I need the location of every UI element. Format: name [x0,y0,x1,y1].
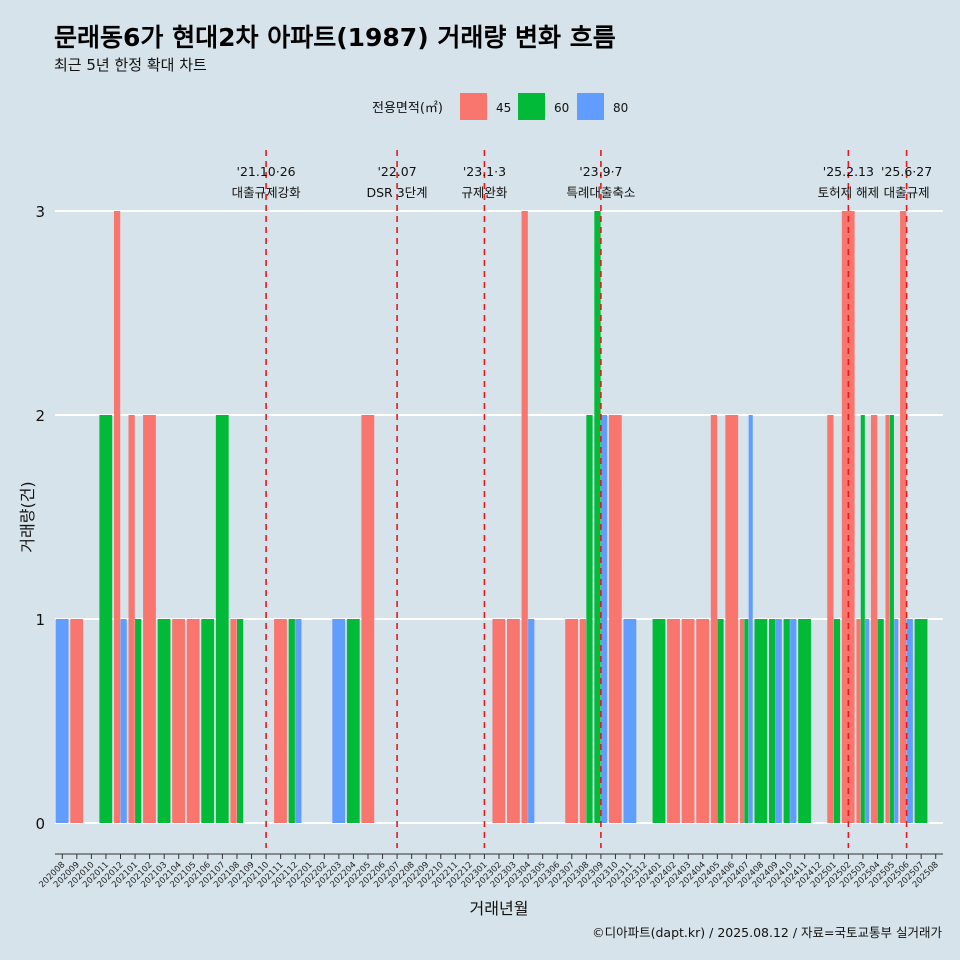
bar-202008-80 [55,619,69,823]
bar-202507-60 [914,619,928,823]
event-date-label-3: '23.1·3 [463,164,506,179]
bar-202111-45 [274,619,287,823]
event-name-label-3: 규제완화 [461,185,508,200]
bar-202309-80 [600,415,608,823]
bar-202407-80 [748,415,753,823]
bar-202112-60 [288,619,295,823]
bar-202503-60 [860,415,865,823]
bar-202105-45 [186,619,200,823]
bar-202311-80 [623,619,637,823]
bar-202101-60 [135,619,142,823]
bar-202501-60 [833,619,841,823]
y-axis-title: 거래량(건) [18,481,37,552]
bar-202101-45 [128,415,135,823]
bar-202505-60 [889,415,894,823]
legend-swatch-80 [577,93,604,120]
bar-202012-45 [113,211,121,823]
event-date-label-4: '23.9·7 [579,164,622,179]
bar-202407-45 [739,619,744,823]
bar-202401-60 [652,619,666,823]
bar-202205-45 [361,415,375,823]
bar-202104-45 [172,619,185,823]
y-tick-label-1: 1 [35,611,45,629]
bar-202308-45 [579,619,587,823]
bar-202203-80 [332,619,346,823]
event-date-label-6: '25.6·27 [881,164,932,179]
event-name-label-5: 토허제 해제 [818,185,879,200]
legend-label-80: 80 [613,101,628,115]
event-name-label-4: 특례대출축소 [566,185,635,200]
bar-202506-45 [900,211,907,823]
x-axis-title: 거래년월 [470,899,529,918]
bar-202307-45 [565,619,579,823]
y-tick-label-2: 2 [35,407,45,425]
bar-202011-60 [99,415,113,823]
bar-202102-45 [143,415,156,823]
bar-202411-60 [798,619,811,823]
bar-202408-60 [754,619,768,823]
bar-202204-60 [346,619,360,823]
bar-202310-45 [608,415,622,823]
bar-202304-45 [521,211,528,823]
bar-202403-45 [681,619,695,823]
bar-202112-80 [295,619,302,823]
bar-202506-80 [906,619,913,823]
event-name-label-6: 대출규제 [884,185,930,200]
bar-202409-80 [775,619,782,823]
bar-202012-80 [120,619,127,823]
bar-202503-45 [856,619,861,823]
legend-label-45: 45 [496,101,511,115]
bar-202503-80 [865,619,870,823]
event-date-label-5: '25.2.13 [823,164,874,179]
bar-202308-60 [586,415,593,823]
bar-202410-80 [790,619,797,823]
bar-202501-45 [827,415,834,823]
bar-202410-60 [783,619,790,823]
bar-202107-60 [215,415,229,823]
bar-202405-45 [710,415,718,823]
event-date-label-1: '21.10·26 [237,164,296,179]
bar-202108-45 [230,619,237,823]
legend-swatch-60 [518,93,545,120]
bar-202409-60 [769,619,776,823]
event-name-label-1: 대출규제강화 [232,185,302,200]
bar-202504-60 [877,619,884,823]
bar-202504-45 [870,415,878,823]
bar-202103-60 [157,619,171,823]
bar-202309-60 [594,211,601,823]
event-name-label-2: DSR 3단계 [367,185,428,200]
legend-swatch-45 [460,93,487,120]
page-subtitle: 최근 5년 한정 확대 차트 [54,56,207,74]
bar-202304-80 [528,619,535,823]
bar-202407-60 [744,619,749,823]
bar-202302-45 [492,619,506,823]
y-tick-label-3: 3 [35,203,45,221]
bar-202009-45 [70,619,84,823]
bar-202303-45 [507,619,520,823]
bar-202404-45 [696,619,710,823]
legend-title: 전용면적(㎡) [372,101,443,116]
event-date-label-2: '22.07 [377,164,416,179]
source-caption: ©디아파트(dapt.kr) / 2025.08.12 / 자료=국토교통부 실… [592,925,942,940]
bar-202505-80 [894,619,899,823]
bar-202106-60 [201,619,215,823]
y-tick-label-0: 0 [35,815,45,833]
bar-202505-45 [885,415,890,823]
bar-202406-45 [725,415,739,823]
page-title: 문래동6가 현대2차 아파트(1987) 거래량 변화 흐름 [54,23,616,52]
legend-label-60: 60 [554,101,569,115]
bar-202405-60 [717,619,724,823]
bar-202108-60 [236,619,244,823]
bar-202402-45 [667,619,680,823]
